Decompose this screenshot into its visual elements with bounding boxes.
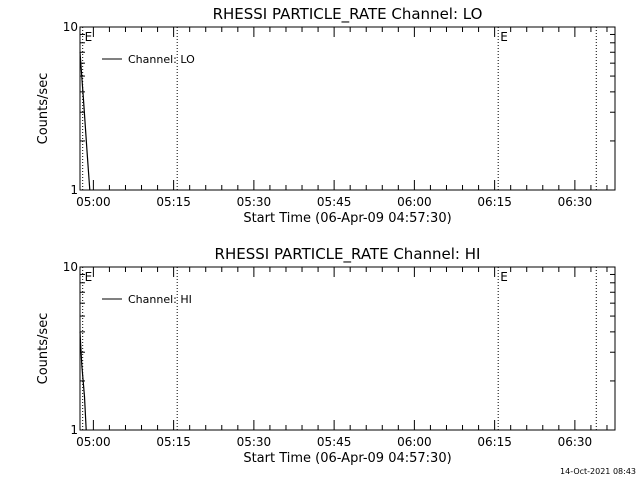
legend-entry: Channel: LO: [128, 53, 195, 66]
chart-panel: RHESSI PARTICLE_RATE Channel: HI 1 10 Count…: [36, 245, 616, 466]
event-marker-label: E: [85, 30, 93, 44]
y-axis-label: Counts/sec: [36, 73, 51, 145]
x-tick-label: 06:15: [477, 195, 512, 209]
x-tick-label: 05:15: [156, 195, 191, 209]
x-tick-label: 06:30: [558, 435, 593, 449]
plot-frame: [79, 266, 616, 431]
plot-frame: [79, 26, 616, 191]
x-tick-label: 05:30: [237, 435, 272, 449]
chart-title: RHESSI PARTICLE_RATE Channel: HI: [215, 245, 481, 264]
x-tick-label: 05:45: [317, 435, 352, 449]
series-line: [79, 331, 87, 431]
x-tick-label: 05:15: [156, 435, 191, 449]
x-tick-label: 05:30: [237, 195, 272, 209]
x-tick-label: 06:00: [397, 195, 432, 209]
y-tick-label: 1: [70, 183, 78, 197]
legend-entry: Channel: HI: [128, 293, 192, 306]
y-tick-label: 10: [63, 260, 78, 274]
chart-title: RHESSI PARTICLE_RATE Channel: LO: [213, 5, 483, 24]
event-marker-label: E: [500, 30, 508, 44]
x-axis-label: Start Time (06-Apr-09 04:57:30): [243, 451, 451, 466]
series-line: [79, 52, 91, 191]
x-tick-label: 05:00: [76, 435, 111, 449]
x-tick-label: 06:15: [477, 435, 512, 449]
y-tick-label: 10: [63, 20, 78, 34]
event-marker-label: E: [500, 270, 508, 284]
event-marker-label: E: [85, 270, 93, 284]
x-tick-label: 05:00: [76, 195, 111, 209]
footer-timestamp: 14-Oct-2021 08:43: [560, 467, 636, 476]
y-axis-label: Counts/sec: [36, 313, 51, 385]
y-tick-label: 1: [70, 423, 78, 437]
x-tick-label: 06:00: [397, 435, 432, 449]
x-tick-label: 06:30: [558, 195, 593, 209]
chart-panels: RHESSI PARTICLE_RATE Channel: LO 1 10 Count…: [36, 5, 616, 466]
chart-panel: RHESSI PARTICLE_RATE Channel: LO 1 10 Count…: [36, 5, 616, 226]
x-axis-label: Start Time (06-Apr-09 04:57:30): [243, 211, 451, 226]
x-tick-label: 05:45: [317, 195, 352, 209]
